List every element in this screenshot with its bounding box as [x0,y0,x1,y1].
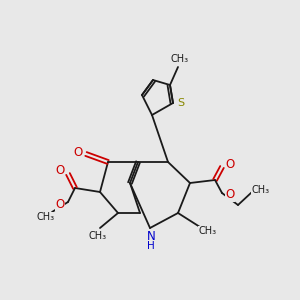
Text: O: O [56,197,64,211]
Text: S: S [177,98,184,108]
Text: CH₃: CH₃ [252,185,270,195]
Text: O: O [225,158,235,172]
Text: CH₃: CH₃ [89,231,107,241]
Text: N: N [147,230,155,242]
Text: O: O [74,146,82,158]
Text: O: O [56,164,64,176]
Text: H: H [147,241,155,251]
Text: CH₃: CH₃ [37,212,55,222]
Text: O: O [225,188,235,202]
Text: CH₃: CH₃ [199,226,217,236]
Text: CH₃: CH₃ [171,54,189,64]
